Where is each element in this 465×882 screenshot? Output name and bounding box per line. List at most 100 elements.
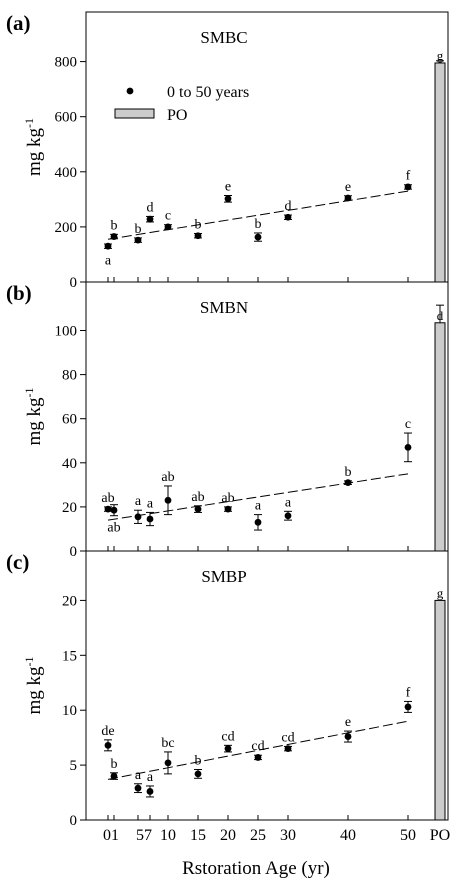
y-tick-label: 0 [70,275,78,291]
po-letter-label: g [437,48,444,63]
data-point [344,194,352,202]
x-tick-label: 10 [160,827,176,844]
panel-label: (a) [6,11,31,35]
data-point [110,772,118,780]
y-tick-label: 60 [62,412,77,428]
panel-label: (c) [6,550,29,574]
data-point [164,496,172,504]
data-point [194,505,202,513]
x-tick-label: 57 [136,827,152,844]
x-tick-label: 20 [220,827,236,844]
significance-letter: e [225,179,231,194]
significance-letter: c [405,417,411,432]
significance-letter: cd [251,739,264,754]
significance-letter: cd [281,730,294,745]
panel-label: (b) [6,281,32,305]
data-point [404,183,412,191]
data-point [224,505,232,513]
y-tick-label: 15 [62,648,77,664]
panel-title: SMBC [200,28,247,47]
y-tick-label: 40 [62,456,77,472]
panel-frame [85,550,449,821]
data-point [134,236,142,244]
y-tick-label: 20 [62,500,77,516]
y-axis-label: mg kg-1 [22,387,45,445]
data-point [254,518,262,526]
significance-letter: b [195,218,202,233]
y-tick-label: 0 [70,813,78,829]
trend-line [107,190,409,240]
significance-letter: a [135,494,142,509]
y-tick-label: 400 [55,165,78,181]
data-point [104,741,112,749]
significance-letter: b [195,753,202,768]
significance-letter: a [135,768,142,783]
po-bar [434,599,446,821]
y-axis-label: mg kg-1 [22,118,45,176]
x-tick-label: 15 [190,827,206,844]
data-point [224,195,232,203]
data-point [110,233,118,240]
y-axis-label: mg kg-1 [22,656,45,714]
y-tick-label: 600 [55,110,78,126]
legend-point-marker [126,87,134,95]
legend-bar-label: PO [167,107,187,124]
data-point [164,223,172,231]
data-point [134,513,142,521]
data-point [146,215,154,223]
significance-letter: a [105,253,112,268]
panel-3: 0 5 10 15 20 mg kg-1 (c) SMBP g de b a a bc b cd cd cd e f 0… [6,550,450,879]
y-tick-label: 100 [55,324,78,340]
significance-letter: c [165,209,171,224]
significance-letter: a [147,496,154,511]
y-tick-label: 0 [70,544,78,560]
significance-letter: a [147,770,154,785]
significance-letter: cd [221,729,234,744]
significance-letter: e [345,715,351,730]
po-letter-label: d [437,308,444,323]
data-point [404,703,412,711]
panel-title: SMBP [201,567,246,586]
y-tick-label: 10 [62,703,77,719]
significance-letter: d [147,200,154,215]
x-tick-label: 30 [280,827,296,844]
significance-letter: ab [107,521,120,536]
data-point [164,759,172,767]
data-point [344,733,352,740]
y-tick-label: 80 [62,368,77,384]
significance-letter: b [255,217,262,232]
data-point [284,213,292,221]
data-point [110,506,118,514]
trend-line [107,720,409,780]
data-point [284,745,292,753]
significance-letter: b [135,222,142,237]
trend-line [107,473,409,521]
significance-letter: b [345,465,352,480]
y-tick-label: 20 [62,593,77,609]
data-point [284,512,292,520]
x-tick-label: 01 [103,827,119,844]
significance-letter: ab [101,491,114,506]
data-point [134,784,142,792]
data-point [104,242,112,250]
y-tick-label: 200 [55,220,78,236]
significance-letter: bc [161,736,174,751]
data-point [254,754,262,761]
significance-letter: de [101,724,114,739]
data-point [104,505,112,513]
legend-bar-swatch [114,108,155,119]
x-tick-label: 40 [340,827,356,844]
y-tick-label: 5 [70,758,78,774]
data-point [146,515,154,523]
x-tick-label: 50 [400,827,416,844]
data-point [146,788,154,795]
po-bar [434,322,446,552]
data-point [344,479,352,487]
panel-title: SMBN [200,298,248,317]
significance-letter: ab [191,490,204,505]
significance-letter: ab [221,491,234,506]
significance-letter: f [406,169,411,184]
po-letter-label: g [437,585,444,600]
x-tick-label: 25 [250,827,266,844]
